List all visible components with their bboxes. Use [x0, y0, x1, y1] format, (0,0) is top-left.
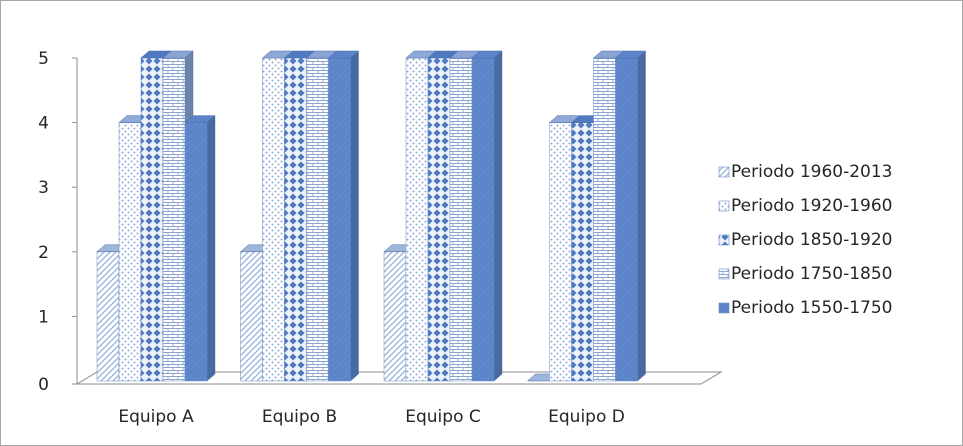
bar-side [350, 50, 359, 382]
legend-item: Periodo 1750-1850 [718, 264, 892, 284]
legend-label: Periodo 1550-1750 [731, 298, 892, 318]
bar-side [493, 50, 503, 382]
legend-item: Periodo 1960-2013 [718, 162, 892, 182]
bar-side [206, 115, 216, 382]
bar [327, 50, 360, 382]
y-tick-label: 1 [38, 307, 49, 327]
bar-front [162, 57, 186, 382]
legend-swatch [718, 234, 730, 246]
x-tick-label: Equipo D [548, 407, 625, 427]
legend-item: Periodo 1850-1920 [718, 230, 892, 250]
bar [614, 50, 647, 382]
bar-front [615, 57, 638, 382]
legend-swatch [718, 200, 730, 212]
bar-front [262, 57, 285, 382]
legend-swatch [718, 166, 730, 178]
bar-front [118, 122, 142, 382]
bar-front [405, 57, 429, 382]
y-tick-label: 4 [38, 114, 49, 134]
x-tick-label: Equipo C [405, 407, 481, 427]
bar-front [449, 57, 473, 382]
x-tick-label: Equipo A [118, 407, 194, 427]
bar-front [549, 122, 572, 382]
legend-label: Periodo 1750-1850 [731, 264, 892, 284]
bar-front [284, 57, 307, 382]
bar-front [306, 57, 329, 382]
bar-front [427, 57, 451, 382]
bar-front [593, 57, 616, 382]
bar-top [471, 50, 503, 59]
bar-top [184, 115, 216, 123]
bar-front [471, 57, 495, 382]
bar-front [96, 251, 120, 382]
y-tick-label: 2 [38, 243, 49, 263]
y-tick-label: 0 [38, 375, 49, 395]
y-tick-label: 3 [38, 178, 49, 198]
legend-item: Periodo 1920-1960 [718, 196, 892, 216]
bar-front [184, 122, 208, 382]
bar-top [162, 50, 194, 59]
legend-label: Periodo 1960-2013 [731, 162, 892, 182]
bar-front [383, 251, 407, 382]
bar-front [240, 251, 263, 382]
legend-item: Periodo 1550-1750 [718, 298, 892, 318]
legend-label: Periodo 1850-1920 [731, 230, 892, 250]
bar [471, 50, 503, 382]
bar-side [637, 50, 646, 382]
legend-swatch [718, 268, 730, 280]
bar-front [328, 57, 351, 382]
y-tick-label: 5 [38, 49, 49, 69]
bar [184, 115, 216, 382]
bar-front [140, 57, 164, 382]
bar-front [571, 122, 594, 382]
bar-top [614, 50, 647, 59]
x-tick-label: Equipo B [262, 407, 337, 427]
bar-top [327, 50, 360, 59]
legend-label: Periodo 1920-1960 [731, 196, 892, 216]
legend-swatch [718, 302, 730, 314]
